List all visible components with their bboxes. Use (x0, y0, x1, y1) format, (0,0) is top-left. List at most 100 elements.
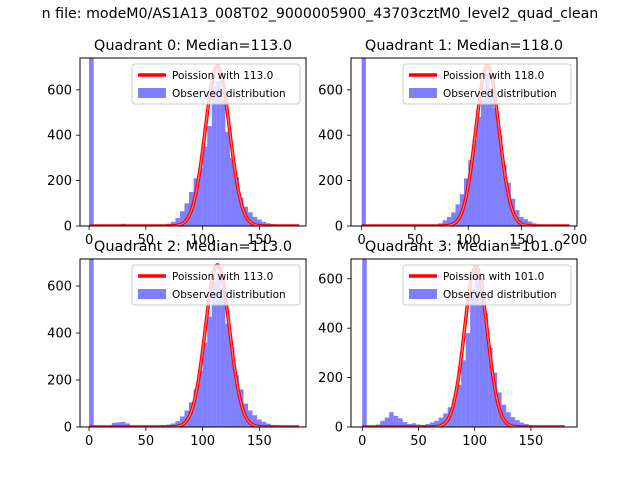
observed-bar (216, 80, 221, 226)
observed-bar (111, 422, 117, 427)
legend-observed-swatch (409, 289, 437, 299)
y-tick-label: 200 (318, 371, 343, 386)
observed-bar (229, 157, 235, 226)
observed-bar (362, 259, 367, 427)
observed-bar (207, 316, 212, 427)
quadrant-title: Quadrant 1: Median=118.0 (365, 38, 563, 54)
quadrant-1-panel: 0 50 100 150 200 0 200 400 600 Poission with 118.… (318, 38, 587, 248)
legend-poisson-label: Poission with 113.0 (172, 271, 273, 283)
legend-observed-label: Observed distribution (172, 88, 286, 100)
observed-bars (89, 259, 280, 427)
observed-bar (483, 313, 489, 427)
legend-observed-label: Observed distribution (443, 289, 557, 301)
x-tick-label: 50 (407, 233, 424, 248)
observed-bar (515, 420, 520, 427)
observed-bar (170, 221, 176, 226)
y-tick-label: 0 (335, 421, 343, 436)
legend-poisson-label: Poission with 101.0 (443, 271, 544, 283)
y-tick-label: 600 (47, 280, 72, 295)
observed-bar (481, 98, 486, 226)
observed-bar (229, 347, 235, 427)
observed-bar (225, 131, 230, 226)
observed-bar (501, 404, 507, 427)
observed-bar (479, 278, 484, 427)
observed-bar (234, 177, 239, 226)
observed-bar (472, 139, 477, 226)
axes-frame (350, 258, 578, 428)
observed-bar (502, 164, 507, 226)
observed-bar (493, 107, 499, 226)
axes-frame (79, 57, 307, 227)
poisson-curve (361, 264, 566, 427)
observed-bar (202, 342, 208, 427)
observed-bar (527, 221, 533, 226)
legend-observed-label: Observed distribution (443, 88, 557, 100)
observed-bar (120, 421, 126, 427)
x-tick-label: 50 (138, 434, 155, 449)
legend-observed-swatch (138, 88, 166, 98)
observed-bar (461, 360, 466, 427)
observed-bar (398, 418, 403, 427)
observed-bar (361, 58, 366, 226)
observed-bar (252, 216, 258, 226)
legend-box (131, 63, 301, 105)
observed-bar (434, 420, 439, 427)
x-tick-label: 0 (358, 233, 366, 248)
x-tick-label: 100 (462, 434, 487, 449)
observed-bar (380, 420, 385, 427)
quadrant-2-panel: 0 50 100 150 0 200 400 600 Poission with 113.0 Ob… (47, 239, 307, 449)
observed-bar (474, 266, 480, 427)
observed-bar (492, 372, 498, 427)
quadrant-3-panel: 0 50 100 150 0 200 400 600 Poission with 101.0 Ob… (318, 239, 578, 449)
observed-bar (220, 98, 226, 226)
observed-bar (198, 370, 203, 427)
axes-frame (79, 258, 307, 428)
x-tick-label: 100 (190, 434, 215, 449)
legend: Poission with 113.0 Observed distribution (131, 63, 301, 105)
observed-bar (451, 212, 456, 226)
observed-bar (456, 385, 462, 427)
x-tick-label: 200 (562, 233, 587, 248)
observed-bar (455, 204, 460, 226)
x-tick-label: 100 (190, 233, 215, 248)
x-tick-label: 100 (456, 233, 481, 248)
y-tick-label: 0 (335, 220, 343, 235)
figure-title: n file: modeM0/AS1A13_008T02_9000005900_… (41, 6, 599, 22)
observed-bar (510, 417, 516, 427)
legend-box (402, 264, 572, 306)
observed-bar (389, 412, 394, 427)
observed-bar (476, 117, 482, 226)
observed-bar (411, 423, 417, 427)
observed-bar (193, 178, 199, 226)
observed-bar (252, 415, 258, 427)
x-tick-label: 0 (85, 233, 93, 248)
observed-bar (175, 421, 180, 427)
observed-bar (519, 216, 524, 226)
x-tick-label: 50 (410, 434, 427, 449)
observed-bar (193, 389, 199, 427)
y-tick-label: 0 (64, 421, 72, 436)
legend: Poission with 118.0 Observed distribution (402, 63, 572, 105)
observed-bar (468, 160, 473, 226)
legend-box (402, 63, 572, 105)
observed-bar (211, 281, 217, 427)
observed-bar (202, 146, 208, 226)
observed-bar (506, 412, 511, 427)
observed-bar (438, 417, 444, 427)
observed-bar (485, 73, 490, 226)
y-tick-label: 200 (47, 374, 72, 389)
observed-bar (498, 135, 503, 226)
y-tick-label: 200 (47, 174, 72, 189)
x-tick-label: 0 (358, 434, 366, 449)
legend-observed-swatch (409, 88, 437, 98)
y-tick-label: 600 (318, 83, 343, 98)
observed-bar (402, 422, 408, 427)
observed-bar (429, 422, 435, 427)
observed-bar (207, 126, 212, 226)
observed-bar (248, 410, 253, 427)
y-tick-label: 400 (47, 327, 72, 342)
observed-bar (216, 274, 221, 427)
observed-bar (238, 197, 244, 226)
observed-bar (179, 416, 185, 427)
